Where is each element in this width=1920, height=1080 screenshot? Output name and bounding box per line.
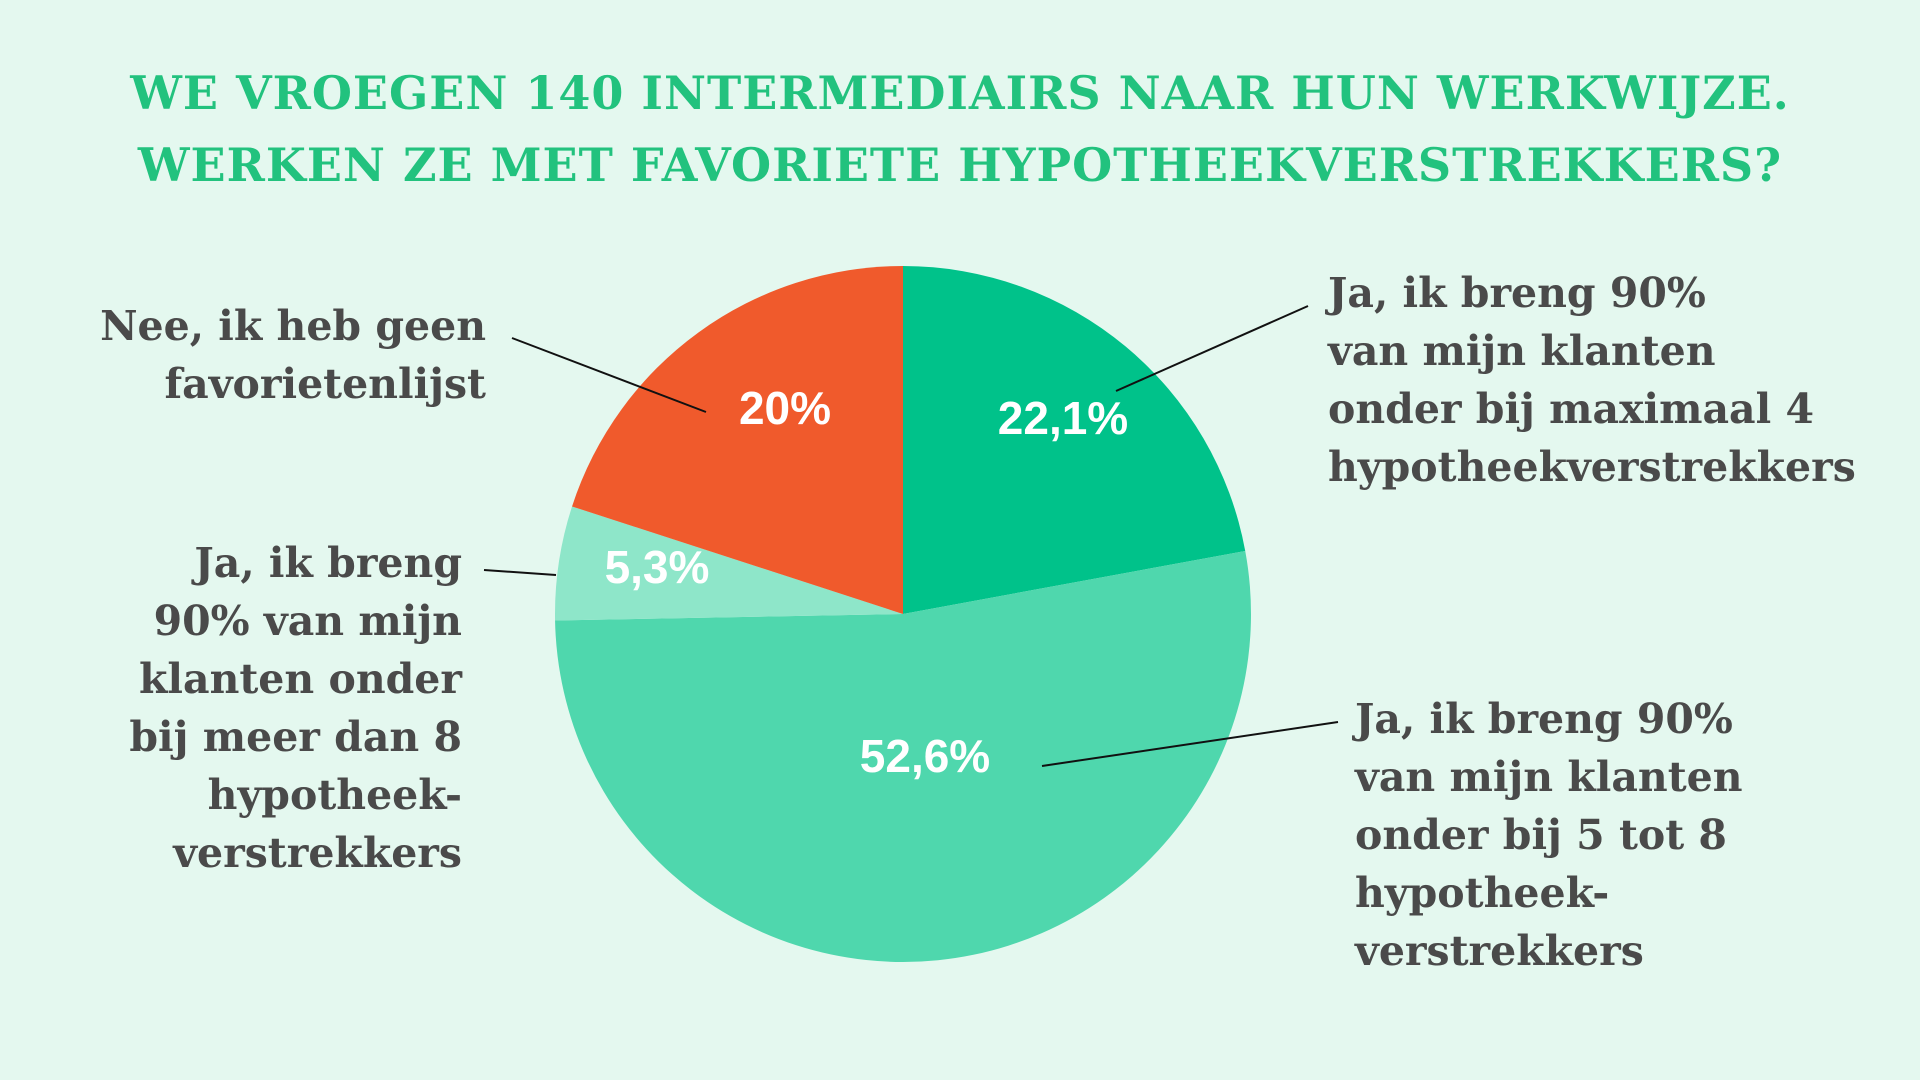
slice-value-labels: 22,1% 52,6% 5,3% 20% xyxy=(605,382,1129,782)
pie-slice-max-4 xyxy=(903,266,1246,614)
pie-slices xyxy=(554,266,1251,962)
slice-value-meer-dan-8: 5,3% xyxy=(605,541,710,593)
slice-value-max-4: 22,1% xyxy=(998,392,1128,444)
slice-label-5-tot-8: Ja, ik breng 90% van mijn klanten onder … xyxy=(1355,695,1743,975)
leader-line-meer-dan-8 xyxy=(483,569,557,576)
chart-title-line-2: WERKEN ZE MET FAVORIETE HYPOTHEEKVERSTRE… xyxy=(137,138,1783,192)
slice-label-meer-dan-8: Ja, ik breng 90% van mijn klanten onder … xyxy=(129,539,462,877)
slice-value-5-tot-8: 52,6% xyxy=(860,730,990,782)
pie-slice-5-tot-8 xyxy=(555,550,1251,962)
leader-line-geen-favorieten xyxy=(511,337,707,413)
pie-slice-meer-dan-8 xyxy=(554,506,903,621)
slice-label-geen-favorieten: Nee, ik heb geen favorietenlijst xyxy=(100,302,486,408)
chart-title-line-1: WE VROEGEN 140 INTERMEDIAIRS NAAR HUN WE… xyxy=(130,66,1790,120)
leader-line-5-tot-8 xyxy=(1041,721,1339,767)
slice-label-max-4: Ja, ik breng 90% van mijn klanten onder … xyxy=(1328,269,1856,491)
leader-line-max-4 xyxy=(1115,305,1309,392)
slice-value-geen-favorieten: 20% xyxy=(739,382,831,434)
pie-slice-geen-favorieten xyxy=(572,266,903,614)
leader-lines xyxy=(483,305,1339,767)
